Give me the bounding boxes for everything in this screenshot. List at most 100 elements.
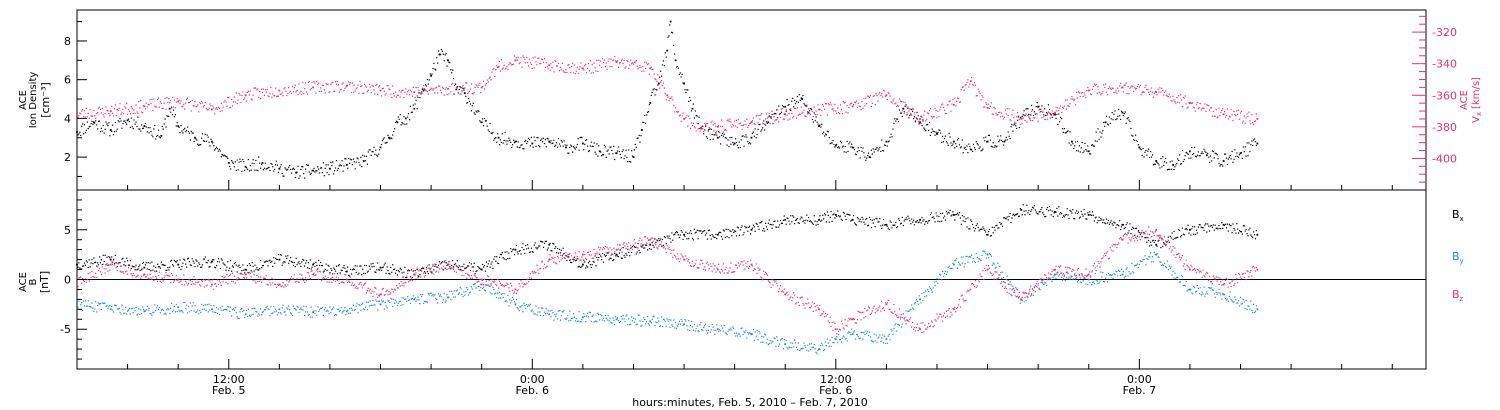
vx-sample — [756, 114, 758, 116]
by-sample — [317, 306, 319, 308]
by-sample — [768, 343, 770, 345]
by-sample — [458, 292, 460, 294]
vx-sample — [404, 91, 406, 93]
vx-sample — [811, 111, 813, 113]
bx-sample — [1117, 224, 1119, 226]
by-sample — [1107, 272, 1109, 274]
by-sample — [591, 315, 593, 317]
by-sample — [1064, 280, 1066, 282]
bx-sample — [1134, 234, 1136, 236]
density-sample — [623, 158, 625, 160]
bx-sample — [1251, 235, 1253, 237]
vx-sample — [186, 97, 189, 99]
vx-sample — [452, 82, 454, 84]
density-sample — [544, 139, 546, 141]
vx-sample — [443, 94, 445, 96]
vx-sample — [622, 62, 624, 64]
vx-sample — [672, 99, 674, 101]
by-sample — [145, 309, 147, 311]
density-sample — [941, 141, 943, 143]
bx-point — [615, 253, 618, 256]
density-sample — [1197, 151, 1199, 153]
vx-sample — [509, 62, 511, 64]
vx-sample — [420, 93, 422, 95]
density-sample — [911, 108, 913, 111]
by-sample — [682, 324, 684, 326]
vx-sample — [190, 110, 192, 112]
bx-point — [683, 233, 685, 236]
density-sample — [1079, 151, 1081, 153]
bx-sample — [796, 217, 798, 220]
vx-sample — [1245, 117, 1247, 119]
bx-sample — [1123, 228, 1125, 230]
bx-sample — [766, 228, 768, 230]
vx-sample — [886, 98, 888, 101]
by-sample — [170, 307, 172, 309]
vx-sample — [832, 108, 834, 110]
density-sample — [193, 140, 195, 142]
bx-sample — [142, 262, 144, 264]
vx-sample — [1086, 90, 1088, 92]
vx-sample — [893, 98, 895, 100]
density-sample — [1045, 114, 1047, 116]
by-sample — [1136, 263, 1139, 265]
bx-sample — [390, 266, 392, 269]
vx-sample — [588, 70, 590, 72]
by-sample — [305, 306, 308, 308]
by-sample — [617, 320, 620, 322]
density-sample — [122, 122, 124, 125]
by-sample — [152, 312, 154, 314]
vx-sample — [165, 108, 167, 110]
density-sample — [1065, 132, 1067, 134]
bx-sample — [1177, 236, 1179, 238]
density-sample — [485, 120, 487, 122]
density-sample — [103, 132, 105, 134]
density-sample — [982, 148, 984, 150]
by-sample — [231, 309, 234, 311]
vx-sample — [803, 109, 805, 111]
vx-sample — [541, 58, 543, 60]
by-sample — [262, 310, 264, 313]
vx-sample — [581, 67, 583, 69]
by-point — [379, 303, 382, 306]
bx-sample — [599, 253, 601, 255]
vx-sample — [996, 114, 998, 116]
vx-sample — [921, 116, 923, 118]
by-sample — [592, 314, 594, 316]
density-sample — [703, 133, 705, 135]
bx-sample — [502, 257, 504, 259]
bx-sample — [618, 252, 620, 254]
bx-sample — [1137, 230, 1139, 232]
density-point — [936, 133, 938, 135]
by-sample — [680, 318, 682, 321]
vx-sample — [606, 68, 608, 70]
density-sample — [1226, 163, 1228, 165]
bx-sample — [555, 246, 557, 248]
bx-sample — [968, 228, 970, 230]
by-sample — [293, 307, 295, 310]
bx-sample — [1211, 226, 1213, 228]
by-sample — [141, 313, 143, 315]
bx-sample — [763, 228, 765, 230]
bx-sample — [787, 218, 789, 220]
density-sample — [1177, 158, 1179, 160]
by-sample — [783, 339, 785, 341]
bx-sample — [1204, 224, 1206, 226]
vx-sample — [1177, 101, 1179, 103]
vx-point — [109, 110, 112, 112]
bx-sample — [488, 260, 490, 262]
vx-sample — [261, 88, 263, 90]
by-sample — [101, 302, 103, 304]
density-point — [497, 136, 500, 139]
vx-sample — [945, 113, 947, 115]
by-sample — [924, 295, 926, 298]
bx-sample — [141, 268, 143, 270]
density-sample — [107, 125, 109, 127]
vx-sample — [128, 110, 131, 112]
bx-sample — [429, 268, 431, 270]
bx-sample — [1186, 229, 1188, 231]
by-sample — [955, 259, 957, 261]
bx-sample — [1205, 223, 1207, 225]
density-sample — [145, 126, 147, 128]
by-sample — [779, 339, 782, 341]
